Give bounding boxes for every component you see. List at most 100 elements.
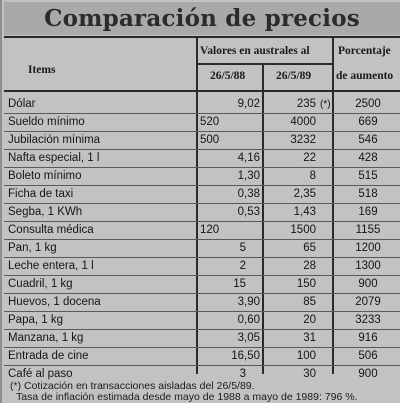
col-sep-pct: [332, 36, 334, 374]
value-1989: 100: [296, 350, 316, 362]
value-1988: 15: [233, 278, 246, 290]
value-1988: 3,05: [237, 332, 260, 344]
value-1989: 4000: [290, 116, 316, 128]
item-name: Consulta médica: [8, 224, 94, 236]
value-1988: 120: [200, 224, 220, 236]
item-name: Café al paso: [8, 368, 73, 380]
title-banner: Comparación de precios: [4, 2, 400, 35]
values-group-rule: [196, 63, 332, 65]
row-divider: [4, 311, 400, 312]
pct-increase: 506: [358, 350, 378, 362]
value-1988: 0,38: [237, 188, 260, 200]
pct-increase: 669: [358, 116, 378, 128]
pct-increase: 3233: [355, 314, 381, 326]
pct-increase: 428: [358, 152, 378, 164]
footnote-marker: (*): [320, 99, 331, 110]
pct-increase: 916: [358, 332, 378, 344]
value-1988: 16,50: [231, 350, 260, 362]
item-name: Entrada de cine: [8, 350, 89, 362]
table-row: Boleto mínimo 1,30 8 515: [6, 168, 400, 185]
pct-increase: 169: [358, 206, 378, 218]
value-1989: 85: [303, 296, 316, 308]
item-name: Ficha de taxi: [8, 188, 74, 200]
value-1989: 22: [303, 152, 316, 164]
row-divider: [4, 113, 400, 114]
col-sep-items: [196, 36, 198, 374]
footnote-quote: (*) Cotización en transacciones aisladas…: [10, 380, 255, 392]
header-date-1988: 26/5/88: [210, 70, 246, 82]
value-1988: 1,30: [237, 170, 260, 182]
item-name: Papa, 1 kg: [8, 314, 63, 326]
header-pct-line1: Porcentaje: [338, 45, 391, 57]
value-1989: 3232: [290, 134, 316, 146]
value-1989: 1,43: [293, 206, 316, 218]
value-1988: 3: [239, 368, 246, 380]
pct-increase: 546: [358, 134, 378, 146]
value-1989: 2,35: [293, 188, 316, 200]
row-divider: [4, 347, 400, 348]
table-row: Sueldo mínimo 520 4000 669: [6, 114, 400, 131]
value-1989: 8: [309, 170, 316, 182]
footnote-inflation: Tasa de inflación estimada desde mayo de…: [16, 391, 358, 403]
header-date-1989: 26/5/89: [276, 70, 312, 82]
header-pct-line2: de aumento: [336, 70, 394, 82]
value-1989: 31: [303, 332, 316, 344]
item-name: Sueldo mínimo: [8, 116, 85, 128]
pct-increase: 2079: [355, 296, 381, 308]
item-name: Manzana, 1 kg: [8, 332, 84, 344]
value-1988: 500: [200, 134, 220, 146]
header-top-rule: [4, 36, 400, 38]
table-row: Segba, 1 KWh 0,53 1,43 169: [6, 204, 400, 221]
row-divider: [4, 275, 400, 276]
table-row: Pan, 1 kg 5 65 1200: [6, 240, 400, 257]
table-row: Entrada de cine 16,50 100 506: [6, 348, 400, 365]
value-1988: 520: [200, 116, 220, 128]
table-row: Leche entera, 1 l 2 28 1300: [6, 258, 400, 275]
value-1988: 3,90: [237, 296, 260, 308]
table-row: Café al paso 3 30 900: [6, 366, 400, 383]
item-name: Leche entera, 1 l: [8, 260, 94, 272]
value-1989: 235: [296, 98, 316, 110]
value-1989: 150: [296, 278, 316, 290]
table-row: Manzana, 1 kg 3,05 31 916: [6, 330, 400, 347]
row-divider: [4, 203, 400, 204]
value-1989: 28: [303, 260, 316, 272]
row-divider: [4, 185, 400, 186]
row-divider: [4, 149, 400, 150]
item-name: Huevos, 1 docena: [8, 296, 101, 308]
row-divider: [4, 365, 400, 366]
table-row: Huevos, 1 docena 3,90 85 2079: [6, 294, 400, 311]
table-row: Dólar 9,02 235 (*) 2500: [6, 96, 400, 113]
pct-increase: 515: [358, 170, 378, 182]
table-row: Cuadril, 1 kg 15 150 900: [6, 276, 400, 293]
pct-increase: 1200: [355, 242, 381, 254]
pct-increase: 518: [358, 188, 378, 200]
value-1988: 0,60: [237, 314, 260, 326]
header-bottom-rule: [4, 90, 400, 92]
row-divider: [4, 293, 400, 294]
value-1989: 1500: [290, 224, 316, 236]
header-values-group: Valores en australes al: [200, 45, 310, 57]
row-divider: [4, 239, 400, 240]
value-1989: 30: [303, 368, 316, 380]
pct-increase: 1155: [355, 224, 381, 236]
row-divider: [4, 131, 400, 132]
row-divider: [4, 257, 400, 258]
table-row: Nafta especial, 1 l 4,16 22 428: [6, 150, 400, 167]
value-1988: 5: [239, 242, 246, 254]
table-row: Jubilación mínima 500 3232 546: [6, 132, 400, 149]
table-row: Ficha de taxi 0,38 2,35 518: [6, 186, 400, 203]
value-1988: 2: [239, 260, 246, 272]
pct-increase: 2500: [355, 98, 381, 110]
table-row: Papa, 1 kg 0,60 20 3233: [6, 312, 400, 329]
value-1988: 0,53: [237, 206, 260, 218]
col-sep-dates: [262, 63, 264, 374]
item-name: Jubilación mínima: [8, 134, 101, 146]
item-name: Dólar: [8, 98, 36, 110]
header-items: Items: [28, 64, 56, 76]
item-name: Boleto mínimo: [8, 170, 82, 182]
row-divider: [4, 221, 400, 222]
row-divider: [4, 167, 400, 168]
table-row: Consulta médica 120 1500 1155: [6, 222, 400, 239]
